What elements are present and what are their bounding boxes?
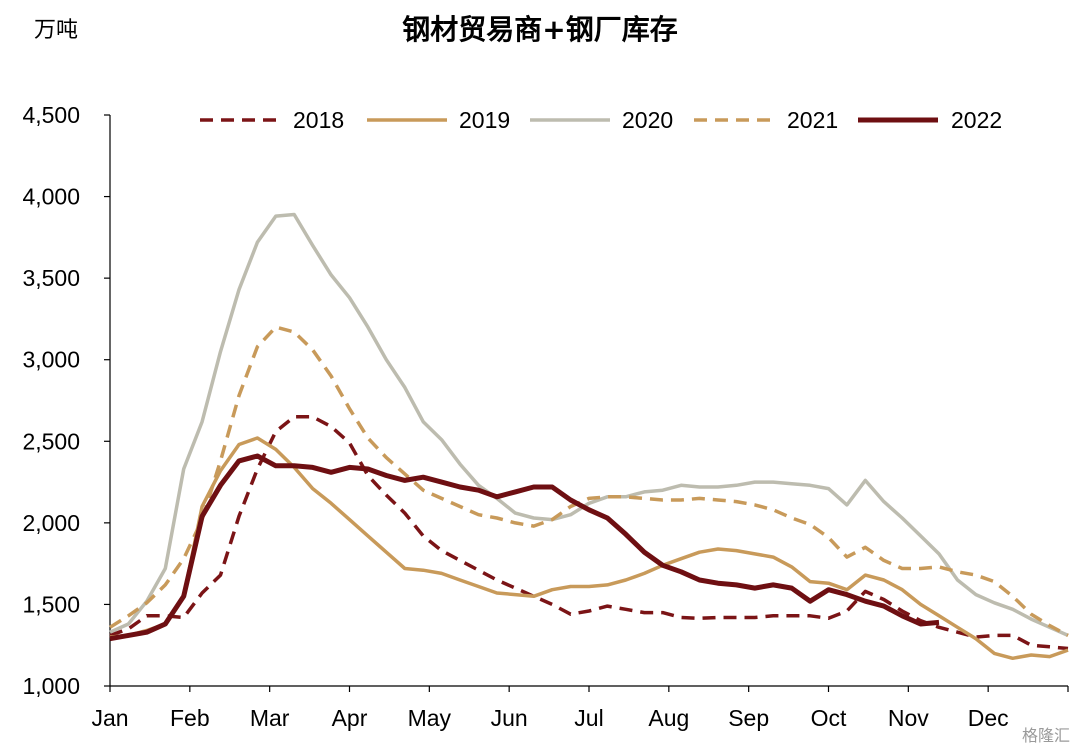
x-tick-label: Jun <box>491 705 528 731</box>
chart-title: 钢材贸易商+钢厂库存 <box>402 13 678 46</box>
series-line-2021 <box>109 325 1069 637</box>
legend-label-2020: 2020 <box>622 107 673 133</box>
series-line-2020 <box>109 212 1069 638</box>
x-tick-label: Apr <box>332 705 368 731</box>
y-axis-unit: 万吨 <box>34 18 79 43</box>
y-tick-label: 3,500 <box>22 265 80 291</box>
legend: 2018 2019 2020 2021 2022 <box>200 107 1002 133</box>
x-tick-label: May <box>408 705 452 731</box>
x-tick-label: Dec <box>968 705 1009 731</box>
legend-label-2021: 2021 <box>787 107 838 133</box>
x-tick-label: Aug <box>648 705 689 731</box>
y-tick-label: 2,000 <box>22 510 80 536</box>
axes: 1,000 1,500 2,000 2,500 3,000 3,500 4,000 4,500… <box>22 102 1069 731</box>
x-tick-label: Jul <box>574 705 603 731</box>
y-tick-label: 1,500 <box>22 591 80 617</box>
legend-label-2019: 2019 <box>459 107 510 133</box>
x-tick-label: Mar <box>250 705 290 731</box>
x-tick-label: Oct <box>811 705 847 731</box>
x-tick-label: Nov <box>888 705 929 731</box>
x-tick-label: Feb <box>170 705 210 731</box>
series-line-2022 <box>109 453 940 642</box>
series-layer <box>109 212 1069 661</box>
series-line-2019 <box>109 436 1069 661</box>
series-line-2018 <box>109 415 1069 651</box>
legend-label-2022: 2022 <box>951 107 1002 133</box>
y-tick-label: 4,500 <box>22 102 80 128</box>
x-tick-label: Sep <box>728 705 769 731</box>
y-tick-label: 3,000 <box>22 347 80 373</box>
x-tick-label: Jan <box>91 705 128 731</box>
y-tick-label: 4,000 <box>22 184 80 210</box>
y-tick-label: 2,500 <box>22 428 80 454</box>
legend-label-2018: 2018 <box>293 107 344 133</box>
y-tick-label: 1,000 <box>22 673 80 699</box>
watermark-text: 格隆汇 <box>1021 726 1070 745</box>
